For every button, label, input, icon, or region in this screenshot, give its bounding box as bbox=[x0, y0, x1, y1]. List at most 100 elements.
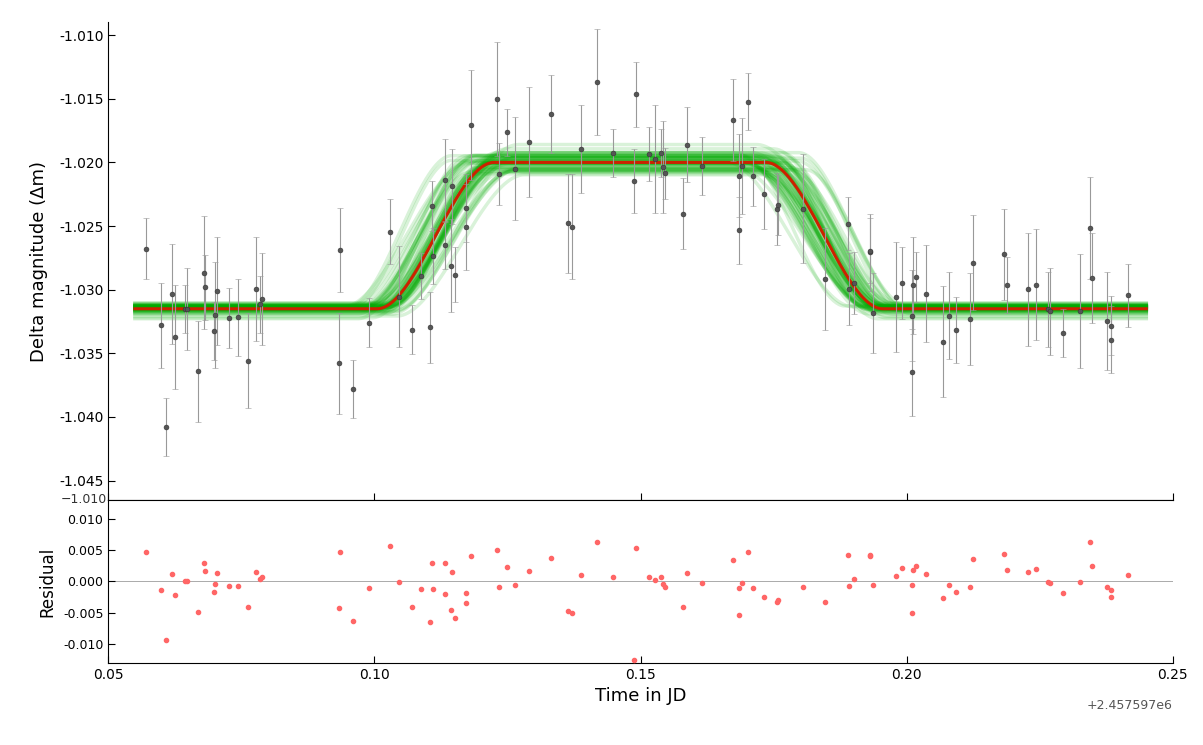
Point bbox=[1097, 581, 1116, 593]
Point bbox=[490, 581, 509, 593]
Point bbox=[136, 545, 155, 557]
Point bbox=[1081, 560, 1101, 572]
Point bbox=[863, 579, 882, 591]
Point bbox=[603, 571, 622, 583]
Point bbox=[390, 576, 409, 588]
Text: +2.457597e6: +2.457597e6 bbox=[1088, 699, 1173, 712]
Point bbox=[165, 589, 184, 601]
Point bbox=[653, 578, 672, 590]
Point bbox=[206, 578, 225, 590]
Point bbox=[917, 568, 936, 580]
Point bbox=[729, 582, 748, 594]
Point bbox=[940, 579, 959, 591]
Point bbox=[238, 601, 257, 613]
Point bbox=[947, 586, 966, 597]
Point bbox=[563, 607, 582, 619]
Point bbox=[845, 574, 864, 586]
Point bbox=[423, 583, 443, 595]
Point bbox=[253, 571, 272, 583]
Point bbox=[723, 554, 742, 566]
Point bbox=[651, 571, 670, 583]
Text: −1.010: −1.010 bbox=[61, 493, 107, 507]
Point bbox=[733, 577, 752, 589]
Point bbox=[343, 615, 362, 627]
Point bbox=[505, 579, 525, 591]
Point bbox=[571, 568, 591, 580]
Point bbox=[380, 539, 399, 551]
Point bbox=[189, 606, 208, 618]
Point bbox=[995, 548, 1014, 560]
Point bbox=[730, 609, 749, 621]
Point bbox=[196, 565, 215, 577]
Point bbox=[497, 561, 516, 573]
Point bbox=[422, 557, 442, 569]
Point bbox=[640, 571, 659, 583]
Point bbox=[902, 579, 921, 591]
Point bbox=[1101, 584, 1120, 596]
Point bbox=[960, 580, 979, 592]
Point bbox=[964, 553, 983, 565]
Point bbox=[1026, 563, 1045, 575]
Y-axis label: Delta magnitude (Δm): Delta magnitude (Δm) bbox=[30, 160, 48, 361]
Point bbox=[558, 606, 577, 618]
Point bbox=[769, 594, 788, 606]
Point bbox=[1041, 577, 1060, 589]
Point bbox=[435, 589, 455, 600]
Point bbox=[840, 580, 859, 592]
Point bbox=[1080, 536, 1100, 548]
Point bbox=[360, 583, 379, 595]
Point bbox=[891, 562, 911, 574]
Point bbox=[456, 597, 475, 609]
Point bbox=[903, 564, 923, 576]
Point bbox=[442, 604, 461, 616]
Point bbox=[435, 557, 455, 568]
Point bbox=[462, 550, 481, 562]
Point bbox=[887, 570, 906, 582]
Y-axis label: Residual: Residual bbox=[38, 546, 57, 617]
Point bbox=[624, 654, 644, 666]
Point bbox=[816, 596, 835, 608]
Point bbox=[692, 577, 711, 589]
Point bbox=[156, 634, 176, 646]
Point bbox=[330, 602, 349, 614]
Point bbox=[838, 549, 858, 561]
Point bbox=[487, 545, 506, 557]
Point bbox=[205, 586, 224, 598]
Point bbox=[421, 615, 440, 627]
Point bbox=[768, 597, 787, 609]
Point bbox=[934, 592, 953, 603]
Point bbox=[1053, 587, 1072, 599]
Point bbox=[162, 568, 182, 580]
Point bbox=[176, 575, 195, 587]
Point bbox=[674, 600, 693, 612]
Point bbox=[677, 567, 697, 579]
Point bbox=[443, 566, 462, 578]
Point bbox=[656, 581, 675, 593]
Point bbox=[1039, 576, 1059, 588]
Point bbox=[520, 565, 539, 577]
Point bbox=[456, 587, 475, 599]
Point bbox=[1071, 577, 1090, 589]
Point bbox=[645, 574, 664, 586]
Point bbox=[743, 582, 763, 594]
Point bbox=[152, 583, 171, 595]
Point bbox=[208, 566, 227, 578]
Point bbox=[1119, 569, 1138, 581]
Point bbox=[541, 551, 561, 563]
Point bbox=[902, 606, 921, 618]
Point bbox=[861, 549, 881, 561]
Point bbox=[794, 580, 813, 592]
Point bbox=[906, 559, 925, 571]
Point bbox=[177, 575, 196, 587]
Point bbox=[1019, 565, 1038, 577]
Point bbox=[229, 580, 248, 592]
X-axis label: Time in JD: Time in JD bbox=[594, 688, 687, 706]
Point bbox=[445, 612, 464, 624]
Point bbox=[587, 536, 606, 548]
Point bbox=[250, 573, 269, 585]
Point bbox=[754, 591, 774, 603]
Point bbox=[194, 557, 213, 569]
Point bbox=[411, 583, 431, 595]
Point bbox=[626, 542, 645, 554]
Point bbox=[739, 545, 758, 557]
